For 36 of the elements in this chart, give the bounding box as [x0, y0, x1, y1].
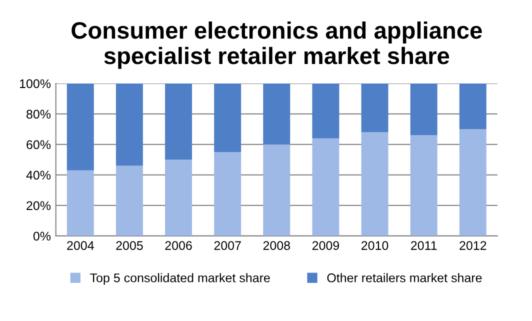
bar	[361, 132, 388, 236]
bar	[312, 138, 340, 236]
x-tick-label: 2006	[165, 241, 192, 250]
bar	[459, 129, 486, 236]
x-tick-label: 2011	[411, 241, 437, 250]
x-tick-label: 2007	[214, 241, 241, 250]
x-tick-label: 2004	[67, 241, 94, 250]
y-tick-label: 60%	[26, 140, 51, 150]
legend-label: Top 5 consolidated market share	[90, 273, 270, 285]
bar	[410, 135, 438, 236]
bar	[66, 170, 94, 236]
y-tick-label: 20%	[26, 201, 51, 210]
y-tick-label: 100%	[20, 79, 51, 88]
x-tick-label: 2005	[116, 241, 143, 250]
bar	[410, 83, 438, 136]
legend-label: Other retailers market share	[327, 273, 482, 282]
y-tick-label: 0%	[33, 232, 51, 241]
bar	[459, 83, 486, 130]
x-tick-label: 2010	[361, 241, 388, 250]
bar	[263, 83, 290, 144]
bar	[214, 152, 242, 236]
x-tick-label: 2009	[312, 241, 340, 250]
bar	[361, 83, 388, 132]
bar	[66, 83, 94, 170]
bar	[214, 83, 242, 152]
bar	[116, 166, 143, 236]
bar	[312, 83, 340, 138]
chart-title: Consumer electronics and appliance specialist retailer market share	[72, 21, 482, 69]
bar	[263, 144, 290, 236]
x-tick-label: 2012	[460, 241, 486, 250]
bar	[116, 83, 143, 166]
y-tick-label: 80%	[26, 110, 51, 119]
bar	[165, 83, 192, 160]
bar	[165, 160, 192, 236]
y-tick-label: 40%	[26, 170, 51, 180]
x-tick-label: 2008	[263, 241, 290, 250]
